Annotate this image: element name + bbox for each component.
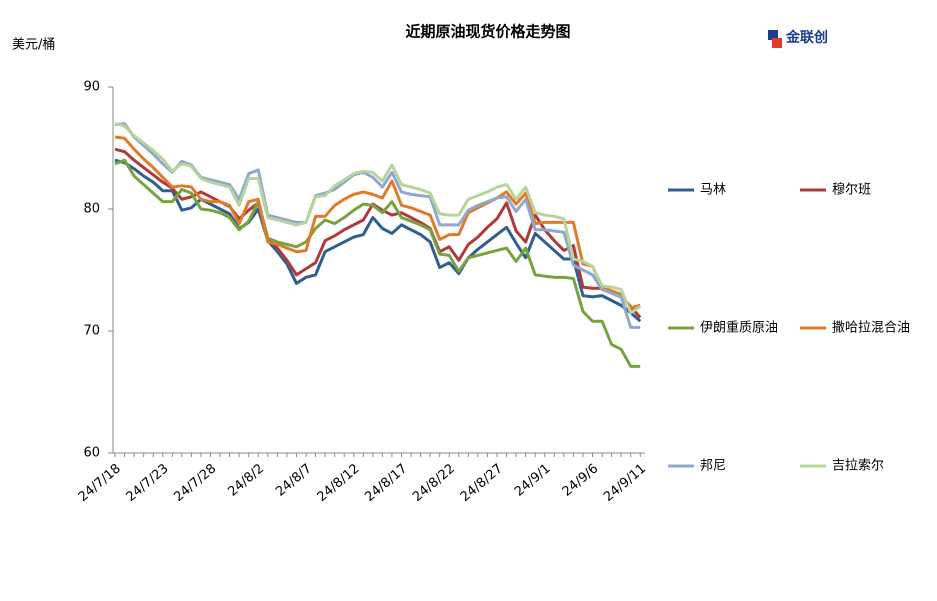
logo-text: 金联创 (785, 29, 828, 46)
legend-label: 伊朗重质原油 (700, 320, 778, 336)
x-tick-label: 24/8/22 (410, 461, 458, 505)
logo-icon (768, 30, 778, 40)
series-line (114, 122, 642, 315)
y-tick-label: 70 (83, 324, 100, 339)
x-tick-label: 24/9/6 (560, 461, 602, 499)
x-tick-label: 24/7/18 (76, 461, 124, 505)
x-tick-label: 24/8/12 (315, 461, 363, 505)
legend-label: 穆尔班 (832, 183, 871, 198)
series-line (114, 158, 642, 323)
y-tick-label: 90 (83, 80, 100, 95)
series-line (114, 135, 641, 310)
series-line (114, 147, 642, 319)
series-line (114, 158, 641, 368)
legend-label: 撒哈拉混合油 (832, 320, 910, 336)
x-tick-label: 24/9/11 (601, 461, 649, 505)
logo-icon (772, 38, 782, 48)
x-tick-label: 24/7/28 (171, 461, 219, 505)
logo: 金联创 (768, 29, 828, 48)
x-tick-label: 24/8/2 (225, 461, 267, 499)
x-tick-label: 24/8/27 (458, 461, 506, 505)
x-tick-label: 24/7/23 (124, 461, 172, 505)
x-tick-label: 24/8/7 (273, 461, 315, 499)
chart-title: 近期原油现货价格走势图 (405, 23, 570, 41)
legend-label: 马林 (700, 183, 726, 198)
y-axis-label: 美元/桶 (12, 38, 55, 53)
y-tick-label: 80 (83, 202, 100, 217)
x-tick-label: 24/9/1 (512, 461, 554, 499)
x-tick-label: 24/8/17 (362, 461, 410, 505)
legend-label: 邦尼 (700, 459, 726, 474)
series-line (114, 122, 641, 329)
y-tick-label: 60 (83, 446, 100, 461)
legend-label: 吉拉索尔 (832, 459, 884, 474)
